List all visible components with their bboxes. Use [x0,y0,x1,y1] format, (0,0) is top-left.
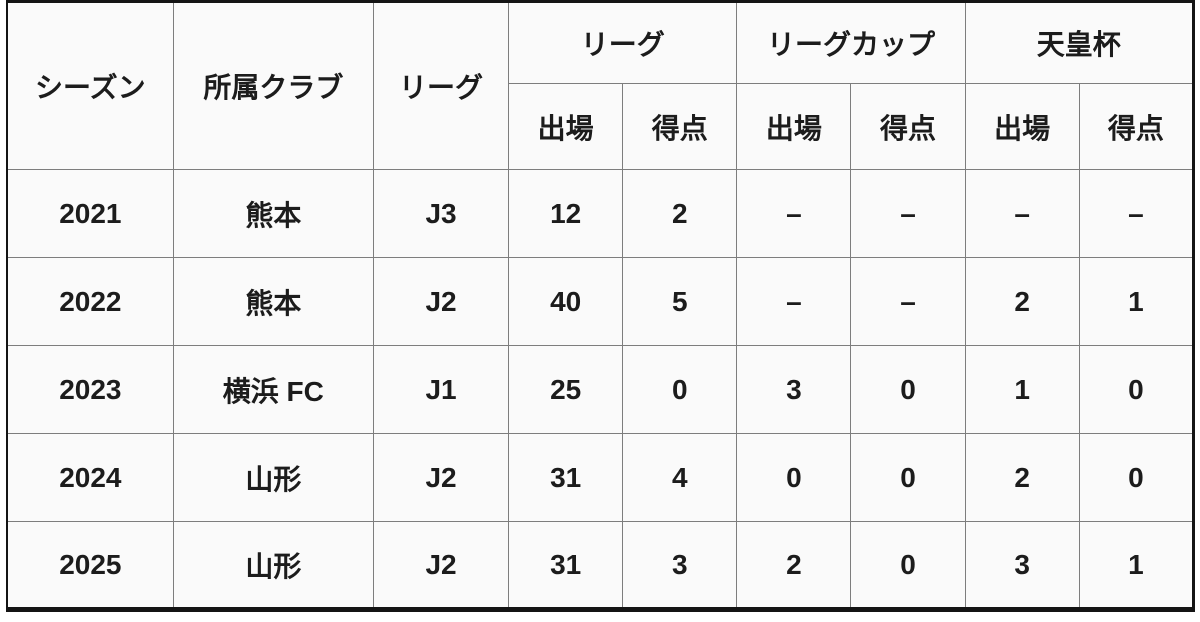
stat-cell: 1 [1078,521,1195,610]
stat-cell: 0 [850,433,966,522]
club-cell: 山形 [172,521,374,610]
league-group-header: リーグ [508,1,738,84]
league-cell: J1 [372,345,510,434]
club-cell: 山形 [172,433,374,522]
stat-cell: 3 [622,521,738,610]
league-column-header: リーグ [372,1,510,170]
stat-cell: 0 [1078,345,1195,434]
stat-cell: – [736,169,852,258]
stat-cell: 4 [622,433,738,522]
club-cell: 熊本 [172,169,374,258]
player-season-stats-table: シーズン 所属クラブ リーグ リーグ リーグカップ 天皇杯 出場 得点 出場 得… [6,0,1195,612]
table-row-2024: 2024 山形 J2 31 4 0 0 2 0 [6,433,1195,522]
emperors-cup-apps-header: 出場 [964,83,1080,170]
league-cell: J2 [372,433,510,522]
group-header-row: シーズン 所属クラブ リーグ リーグ リーグカップ 天皇杯 [6,1,1195,170]
emperors-cup-group-header: 天皇杯 [964,1,1195,84]
season-column-header: シーズン [6,1,174,170]
sub-header-row: 出場 得点 出場 得点 出場 得点 [7,83,1195,170]
season-cell: 2023 [6,345,174,434]
table-row-2025: 2025 山形 J2 31 3 2 0 3 1 [6,521,1195,610]
stat-cell: 0 [736,433,852,522]
league-cell: J3 [372,169,510,258]
table-row-2022: 2022 熊本 J2 40 5 – – 2 1 [6,257,1195,346]
stat-cell: – [850,257,966,346]
stat-cell: 3 [964,521,1080,610]
stat-cell: 40 [508,257,624,346]
stat-cell: 3 [736,345,852,434]
league-cup-apps-header: 出場 [736,83,852,170]
stat-cell: 1 [1078,257,1195,346]
club-cell: 横浜 FC [172,345,374,434]
stat-cell: 0 [1078,433,1195,522]
stat-cell: 1 [964,345,1080,434]
league-cup-goals-header: 得点 [850,83,966,170]
stat-cell: – [736,257,852,346]
stat-cell: 5 [622,257,738,346]
league-apps-header: 出場 [508,83,624,170]
stat-cell: – [1078,169,1195,258]
league-cell: J2 [372,521,510,610]
emperors-cup-goals-header: 得点 [1078,83,1195,170]
season-cell: 2024 [6,433,174,522]
season-cell: 2025 [6,521,174,610]
table-row-2021: 2021 熊本 J3 12 2 – – – – [6,169,1195,258]
stat-cell: – [850,169,966,258]
stat-cell: 0 [622,345,738,434]
stat-cell: 31 [508,521,624,610]
club-cell: 熊本 [172,257,374,346]
stat-cell: 31 [508,433,624,522]
stat-cell: 2 [964,257,1080,346]
stat-cell: 12 [508,169,624,258]
stat-cell: – [964,169,1080,258]
stat-cell: 0 [850,521,966,610]
season-cell: 2021 [6,169,174,258]
league-cell: J2 [372,257,510,346]
stat-cell: 2 [622,169,738,258]
season-cell: 2022 [6,257,174,346]
stat-cell: 2 [736,521,852,610]
league-goals-header: 得点 [622,83,738,170]
stat-cell: 0 [850,345,966,434]
league-cup-group-header: リーグカップ [736,1,966,84]
stat-cell: 25 [508,345,624,434]
table-row-2023: 2023 横浜 FC J1 25 0 3 0 1 0 [6,345,1195,434]
stat-cell: 2 [964,433,1080,522]
club-column-header: 所属クラブ [172,1,374,170]
